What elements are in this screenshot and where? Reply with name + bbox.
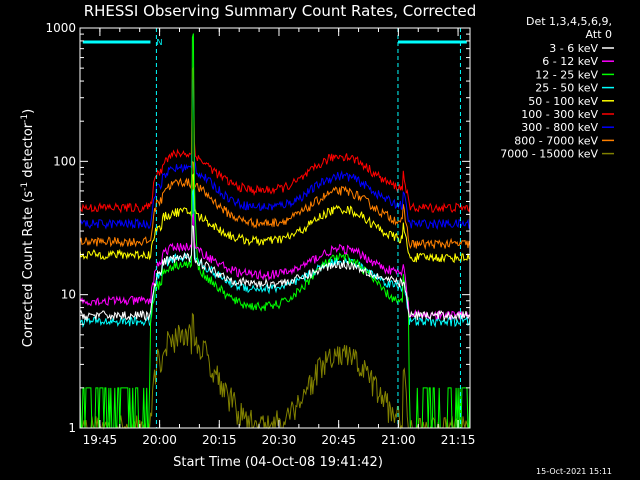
x-tick-label-5: 21:00: [381, 433, 416, 447]
legend-label-3: 25 - 50 keV: [535, 82, 598, 95]
legend-header-line2: Att 0: [586, 28, 612, 41]
x-tick-label-0: 19:45: [83, 433, 118, 447]
x-tick-label-1: 20:00: [142, 433, 177, 447]
y-tick-label-3: 1000: [45, 21, 76, 35]
legend-label-2: 12 - 25 keV: [535, 68, 598, 81]
plot-frame: [79, 27, 471, 429]
series-line-0: [79, 224, 471, 322]
footer-timestamp: 15-Oct-2021 15:11: [536, 467, 612, 476]
flag-bar-label-0: N: [156, 38, 162, 47]
y-tick-label-2: 100: [53, 154, 76, 168]
y-tick-label-0: 1: [68, 421, 76, 435]
y-axis-label-end: ): [21, 109, 36, 114]
y-axis-label-a: Corrected Count Rate (s: [21, 191, 36, 348]
legend-label-4: 50 - 100 keV: [528, 95, 598, 108]
legend-label-1: 6 - 12 keV: [542, 55, 598, 68]
series-line-1: [79, 213, 471, 321]
legend-header-line1: Det 1,3,4,5,6,9,: [526, 15, 612, 28]
y-axis-label: Corrected Count Rate (s-1 detector-1): [20, 109, 36, 347]
chart-title: RHESSI Observing Summary Count Rates, Co…: [84, 2, 477, 20]
x-tick-label-2: 20:15: [202, 433, 237, 447]
legend-label-8: 7000 - 15000 keV: [500, 148, 598, 161]
legend-label-7: 800 - 7000 keV: [514, 134, 598, 147]
x-tick-label-4: 20:45: [321, 433, 356, 447]
legend-label-0: 3 - 6 keV: [549, 42, 598, 55]
series-traces: [79, 33, 471, 430]
y-axis-label-mid: detector: [21, 122, 36, 182]
x-axis-label: Start Time (04-Oct-08 19:41:42): [173, 455, 383, 470]
legend-label-5: 100 - 300 keV: [521, 108, 598, 121]
y-tick-label-1: 10: [61, 288, 76, 302]
series-line-4: [79, 173, 471, 264]
y-axis-label-sup2: -1: [20, 114, 30, 123]
series-line-5: [79, 65, 471, 214]
axes: 1 10 100 1000 19:45 20:00 20:15 20:30 20:45 21:00…: [45, 21, 475, 447]
overlays: N: [82, 28, 467, 428]
x-tick-label-3: 20:30: [262, 433, 297, 447]
legend-label-6: 300 - 800 keV: [521, 121, 598, 134]
series-line-7: [79, 160, 471, 250]
series-line-6: [79, 79, 471, 230]
y-axis-label-sup1: -1: [20, 182, 30, 191]
x-tick-label-6: 21:15: [441, 433, 476, 447]
